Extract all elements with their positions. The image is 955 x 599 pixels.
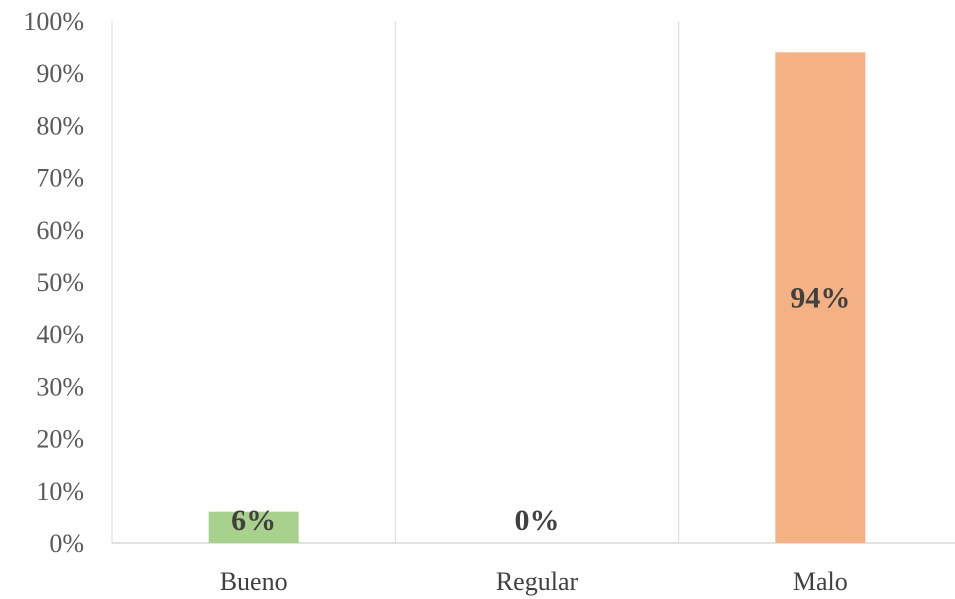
y-tick-label: 40%	[36, 320, 84, 349]
y-tick-label: 60%	[36, 216, 84, 245]
y-tick-label: 70%	[36, 164, 84, 193]
y-tick-label: 50%	[36, 268, 84, 297]
y-tick-label: 90%	[36, 59, 84, 88]
bar-malo	[775, 52, 866, 543]
y-tick-label: 20%	[36, 425, 84, 454]
x-tick-label: Malo	[793, 567, 848, 596]
y-tick-label: 30%	[36, 372, 84, 401]
x-tick-label: Bueno	[220, 567, 288, 596]
x-tick-label: Regular	[496, 567, 579, 596]
y-tick-label: 10%	[36, 477, 84, 506]
data-label: 0%	[515, 504, 560, 537]
y-tick-label: 100%	[23, 7, 84, 36]
y-tick-label: 80%	[36, 111, 84, 140]
data-label: 6%	[231, 504, 276, 537]
bar-bueno	[208, 511, 299, 543]
y-tick-label: 0%	[49, 529, 84, 558]
data-label: 94%	[790, 282, 850, 315]
